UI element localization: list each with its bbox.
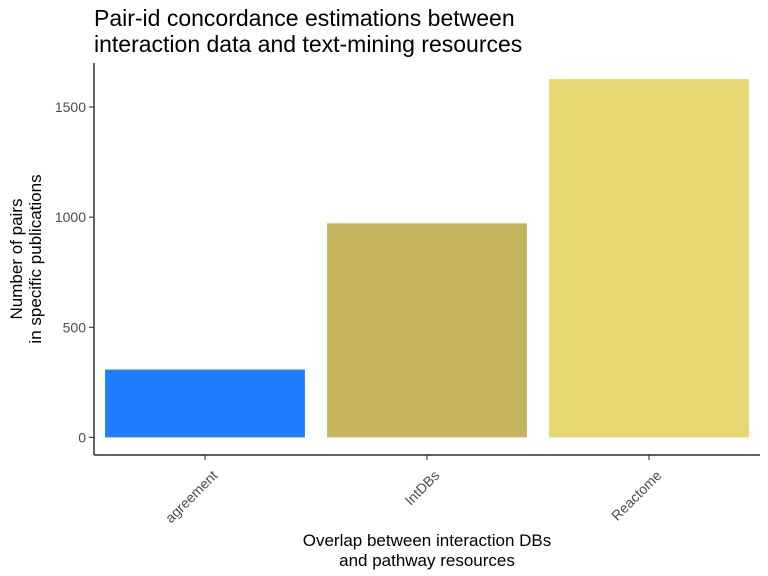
y-axis-ticks: 0 500 1000 1500: [55, 99, 94, 445]
x-axis-ticks: agreement IntDBs Reactome: [162, 455, 665, 526]
x-tick-label-intdbs: IntDBs: [401, 467, 442, 508]
chart-title-line-1: Pair-id concordance estimations between: [94, 5, 515, 31]
bar-reactome: [549, 79, 749, 438]
y-axis-title-line-2: in specific publications: [26, 174, 45, 343]
bar-agreement: [105, 369, 305, 438]
x-axis-title-line-2: and pathway resources: [339, 551, 515, 570]
x-tick-label-reactome: Reactome: [608, 467, 665, 524]
bar-intdbs: [327, 223, 527, 438]
chart-title-line-2: interaction data and text-mining resourc…: [94, 31, 522, 57]
y-tick-label: 1500: [55, 99, 86, 115]
x-tick-label-agreement: agreement: [162, 467, 221, 526]
y-tick-label: 0: [78, 429, 86, 445]
y-axis-title: Number of pairs in specific publications: [7, 174, 45, 343]
y-axis-title-line-1: Number of pairs: [7, 199, 26, 320]
y-tick-label: 500: [63, 319, 87, 335]
bars-group: [105, 79, 749, 438]
x-axis-title-line-1: Overlap between interaction DBs: [303, 531, 552, 550]
y-tick-label: 1000: [55, 209, 86, 225]
